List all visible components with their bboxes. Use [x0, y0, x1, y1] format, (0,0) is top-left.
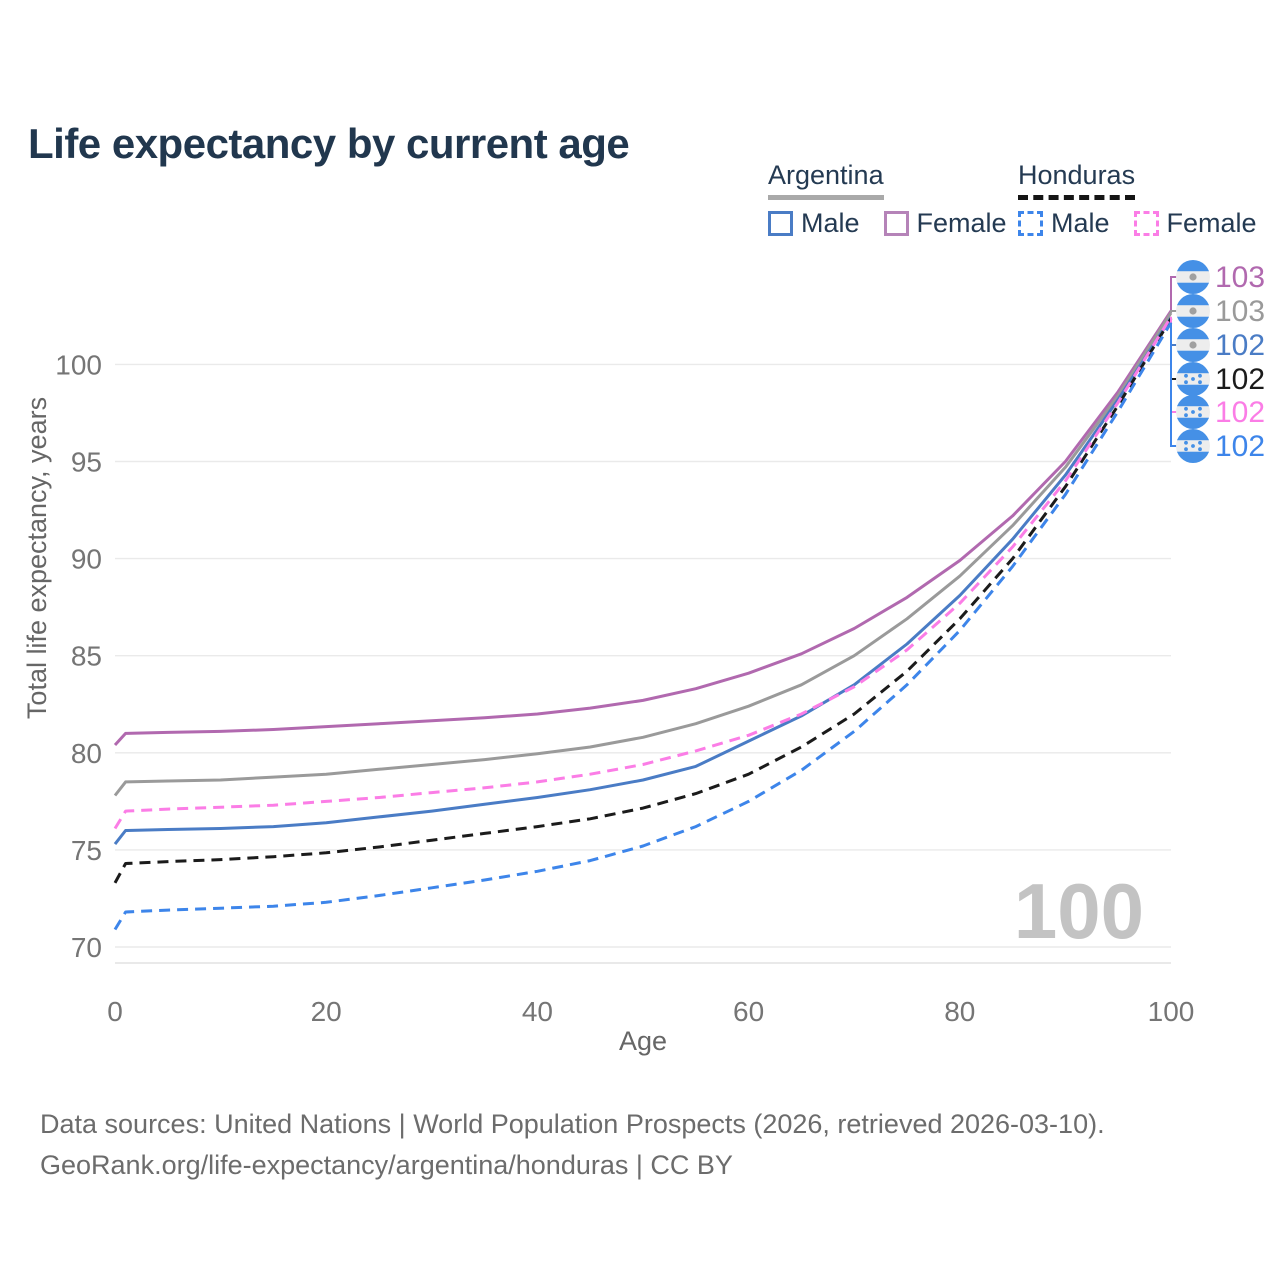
series-line-honduras-both-sexes[interactable] — [113, 318, 1173, 884]
leader-line — [1170, 276, 1177, 311]
honduras-male-swatch-icon — [1018, 211, 1043, 236]
data-sources-text: Data sources: United Nations | World Pop… — [40, 1109, 1105, 1139]
argentina-flag-icon — [1176, 294, 1210, 328]
x-tick-label: 0 — [107, 996, 123, 1027]
legend-group-argentina: Argentina Male Female — [768, 160, 1007, 239]
x-tick-label: 100 — [1148, 996, 1195, 1027]
legend-item-label: Male — [801, 208, 860, 238]
end-value-label-argentina-male: 102 — [1215, 329, 1265, 362]
y-tick-label: 90 — [71, 544, 102, 575]
argentina-male-swatch-icon — [768, 211, 793, 236]
legend-items-argentina: Male Female — [768, 208, 1007, 239]
legend-item-label: Female — [1166, 208, 1257, 238]
y-tick-label: 95 — [71, 447, 102, 478]
argentina-flag-icon — [1176, 260, 1210, 294]
argentina-flag-icon — [1176, 328, 1210, 362]
series-line-argentina-male[interactable] — [113, 316, 1173, 846]
legend-item-honduras-female[interactable]: Female — [1133, 208, 1257, 239]
page-title: Life expectancy by current age — [28, 120, 630, 168]
footer: Data sources: United Nations | World Pop… — [40, 1104, 1105, 1186]
honduras-flag-icon — [1176, 362, 1210, 396]
y-tick-label: 70 — [71, 932, 102, 963]
x-tick-label: 60 — [733, 996, 764, 1027]
x-axis-title: Age — [619, 1026, 667, 1056]
age-watermark: 100 — [1014, 867, 1144, 955]
leader-line — [1170, 322, 1177, 447]
y-tick-label: 85 — [71, 641, 102, 672]
end-value-label-argentina-female: 103 — [1215, 261, 1265, 294]
honduras-flag-icon — [1176, 395, 1210, 429]
legend-item-honduras-male[interactable]: Male — [1018, 208, 1110, 239]
series-line-argentina-both-sexes[interactable] — [113, 312, 1173, 797]
legend-item-label: Female — [916, 208, 1007, 238]
y-tick-label: 80 — [71, 738, 102, 769]
leader-line — [1170, 310, 1177, 313]
x-tick-label: 80 — [944, 996, 975, 1027]
legend-item-label: Male — [1051, 208, 1110, 238]
x-tick-label: 40 — [522, 996, 553, 1027]
honduras-flag-icon — [1176, 429, 1210, 463]
legend-country-honduras[interactable]: Honduras — [1018, 160, 1136, 200]
legend-country-argentina[interactable]: Argentina — [768, 160, 884, 200]
end-value-label-honduras-both-sexes: 102 — [1215, 363, 1265, 396]
x-tick-label: 20 — [311, 996, 342, 1027]
legend-item-argentina-male[interactable]: Male — [768, 208, 860, 239]
series-line-argentina-female[interactable] — [113, 310, 1173, 747]
series-line-honduras-female[interactable] — [113, 316, 1173, 830]
legend: Argentina Male Female Honduras Male Fema… — [0, 160, 1280, 250]
legend-item-argentina-female[interactable]: Female — [883, 208, 1007, 239]
georank-url[interactable]: GeoRank.org/life-expectancy/argentina/ho… — [40, 1150, 733, 1180]
end-value-label-argentina-both-sexes: 103 — [1215, 295, 1265, 328]
y-tick-label: 100 — [55, 349, 102, 380]
end-value-label-honduras-male: 102 — [1215, 430, 1265, 463]
legend-group-honduras: Honduras Male Female — [1018, 160, 1257, 239]
argentina-female-swatch-icon — [883, 211, 909, 236]
end-value-label-honduras-female: 102 — [1215, 396, 1265, 429]
y-tick-label: 75 — [71, 835, 102, 866]
series-line-honduras-male[interactable] — [113, 321, 1173, 931]
honduras-female-swatch-icon — [1133, 211, 1159, 236]
legend-items-honduras: Male Female — [1018, 208, 1257, 239]
y-axis-title: Total life expectancy, years — [22, 397, 52, 719]
